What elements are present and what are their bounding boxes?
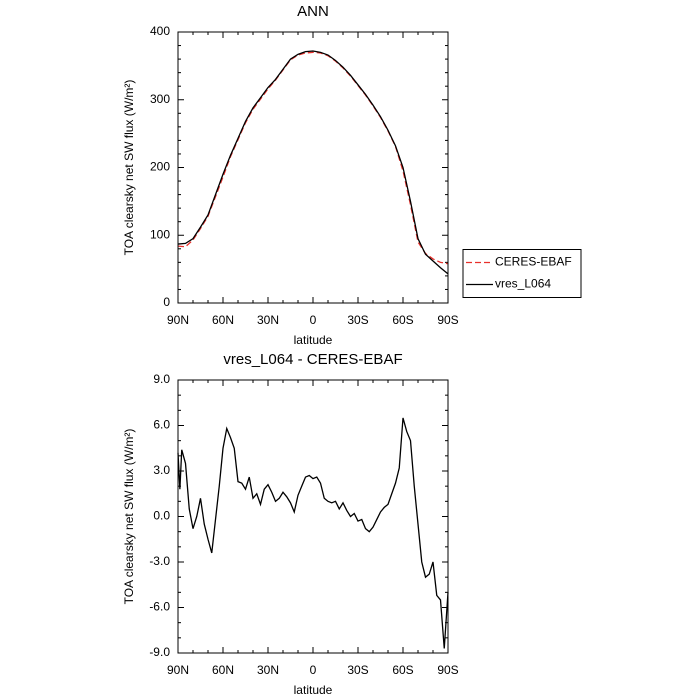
x-tick-label: 90S: [437, 313, 458, 327]
data-line: [177, 51, 449, 265]
x-tick-label: 60S: [392, 313, 413, 327]
x-tick-label: 30S: [347, 663, 368, 677]
y-tick-label: 0: [163, 295, 170, 309]
plot-frame: [177, 379, 449, 654]
x-axis-label: latitude: [294, 683, 333, 697]
y-tick-label: 100: [150, 227, 170, 241]
y-tick-label: 200: [150, 160, 170, 174]
chart-title: ANN: [297, 3, 329, 20]
x-tick-label: 0: [310, 663, 317, 677]
y-axis-label: TOA clearsky net SW flux (W/m²): [122, 80, 136, 256]
y-tick-label: -3.0: [149, 554, 170, 568]
x-tick-label: 60N: [212, 663, 234, 677]
x-tick-label: 30N: [257, 663, 279, 677]
plot-frame: [177, 31, 449, 304]
x-tick-label: 0: [310, 313, 317, 327]
legend-label: vres_L064: [495, 277, 551, 291]
legend-label: CERES-EBAF: [495, 255, 572, 269]
x-tick-label: 90S: [437, 663, 458, 677]
y-tick-label: 400: [150, 24, 170, 38]
y-tick-label: 6.0: [153, 418, 170, 432]
x-tick-label: 90N: [167, 313, 189, 327]
x-tick-label: 90N: [167, 663, 189, 677]
chart-title: vres_L064 - CERES-EBAF: [223, 351, 402, 368]
y-axis-label: TOA clearsky net SW flux (W/m²): [122, 429, 136, 605]
x-tick-label: 30S: [347, 313, 368, 327]
data-line: [177, 50, 449, 275]
y-tick-label: 300: [150, 92, 170, 106]
x-tick-label: 60N: [212, 313, 234, 327]
legend-box: [462, 249, 582, 298]
y-tick-label: -9.0: [149, 645, 170, 659]
x-axis-label: latitude: [294, 333, 333, 347]
y-tick-label: 0.0: [153, 509, 170, 523]
y-tick-label: 9.0: [153, 372, 170, 386]
y-tick-label: 3.0: [153, 463, 170, 477]
y-tick-label: -6.0: [149, 600, 170, 614]
x-tick-label: 60S: [392, 663, 413, 677]
data-line: [177, 417, 449, 649]
x-tick-label: 30N: [257, 313, 279, 327]
